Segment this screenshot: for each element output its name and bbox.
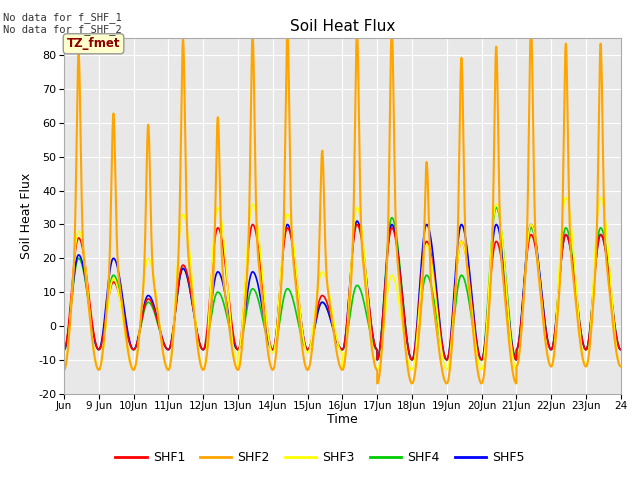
SHF3: [540, 321, 548, 326]
Line: SHF4: SHF4: [64, 207, 621, 360]
Text: TZ_fmet: TZ_fmet: [67, 37, 120, 50]
SHF1: [332, 331, 339, 337]
Y-axis label: Soil Heat Flux: Soil Heat Flux: [20, 173, 33, 259]
SHF2: [470, 333, 477, 338]
SHF1: [470, 316, 477, 322]
SHF1: [513, 357, 520, 363]
SHF5: [470, 310, 477, 316]
SHF4: [79, 266, 87, 272]
SHF2: [527, 22, 535, 28]
SHF3: [470, 323, 477, 328]
SHF3: [370, 357, 378, 363]
SHF2: [617, 364, 625, 370]
SHF5: [273, 331, 280, 336]
SHF4: [60, 347, 68, 352]
SHF2: [60, 367, 68, 373]
Text: No data for f_SHF_2: No data for f_SHF_2: [3, 24, 122, 35]
SHF4: [370, 343, 378, 348]
SHF3: [79, 245, 87, 251]
SHF2: [79, 243, 87, 249]
Line: SHF1: SHF1: [64, 225, 621, 360]
SHF5: [513, 357, 520, 363]
SHF5: [540, 309, 548, 315]
SHF2: [540, 324, 548, 329]
X-axis label: Time: Time: [327, 413, 358, 426]
SHF5: [370, 339, 378, 345]
SHF4: [492, 204, 500, 210]
SHF1: [540, 312, 548, 318]
Title: Soil Heat Flux: Soil Heat Flux: [290, 20, 395, 35]
SHF1: [617, 347, 625, 352]
SHF1: [79, 248, 87, 254]
Line: SHF5: SHF5: [64, 221, 621, 360]
SHF2: [370, 359, 378, 364]
Line: SHF2: SHF2: [64, 25, 621, 384]
Line: SHF3: SHF3: [64, 197, 621, 370]
SHF5: [60, 347, 68, 352]
SHF1: [273, 331, 280, 336]
SHF4: [273, 339, 280, 345]
SHF5: [617, 347, 625, 352]
SHF3: [617, 364, 625, 370]
SHF1: [249, 222, 257, 228]
SHF4: [332, 333, 339, 339]
SHF5: [332, 333, 339, 339]
SHF1: [60, 347, 68, 352]
SHF1: [370, 339, 378, 345]
SHF3: [273, 332, 280, 338]
SHF4: [470, 327, 477, 333]
SHF3: [332, 326, 339, 332]
SHF3: [60, 367, 68, 373]
SHF2: [273, 350, 280, 356]
SHF3: [596, 194, 604, 200]
SHF4: [540, 310, 548, 316]
SHF5: [79, 263, 87, 269]
SHF2: [332, 339, 339, 345]
SHF4: [617, 347, 625, 352]
SHF2: [513, 381, 520, 386]
SHF5: [353, 218, 361, 224]
SHF4: [477, 357, 485, 363]
Text: No data for f_SHF_1: No data for f_SHF_1: [3, 12, 122, 23]
Legend: SHF1, SHF2, SHF3, SHF4, SHF5: SHF1, SHF2, SHF3, SHF4, SHF5: [110, 446, 530, 469]
